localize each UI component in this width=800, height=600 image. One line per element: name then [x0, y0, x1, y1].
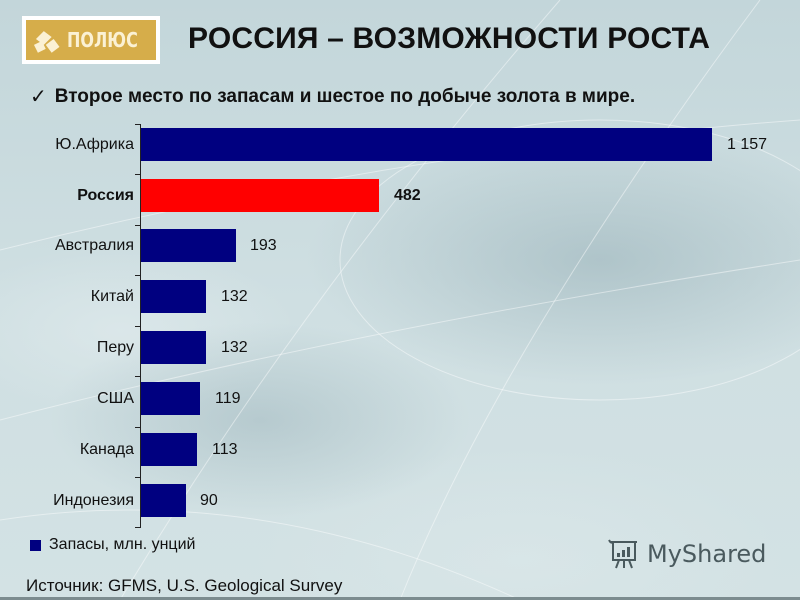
- bar: [141, 229, 236, 262]
- value-label: 119: [215, 390, 241, 407]
- axis-tick: [135, 427, 141, 428]
- axis-tick: [135, 225, 141, 226]
- legend-label: Запасы, млн. унций: [49, 536, 196, 553]
- bar-row-south-africa: Ю.Африка 1 157: [0, 120, 800, 170]
- legend-swatch-icon: [30, 539, 41, 551]
- chart-subtitle: ✓ Второе место по запасам и шестое по до…: [30, 84, 635, 109]
- value-label: 193: [250, 237, 277, 254]
- myshared-watermark: MyShared: [607, 538, 766, 570]
- category-label: Перу: [96, 339, 134, 356]
- value-label: 132: [221, 339, 248, 356]
- bar-row-australia: Австралия 193: [0, 221, 800, 271]
- bar: [141, 128, 712, 161]
- value-label: 482: [394, 187, 421, 204]
- axis-tick: [135, 326, 141, 327]
- axis-tick: [135, 124, 141, 125]
- chart-legend: Запасы, млн. унций: [30, 536, 195, 554]
- category-label: Китай: [90, 288, 134, 305]
- bar-row-peru: Перу 132: [0, 323, 800, 373]
- value-label: 1 157: [727, 136, 768, 153]
- bar-row-usa: США 119: [0, 374, 800, 424]
- checkmark-icon: ✓: [30, 86, 47, 108]
- category-label: Ю.Африка: [55, 136, 134, 153]
- axis-tick: [135, 275, 141, 276]
- logo-text: ПОЛЮС: [67, 28, 139, 52]
- subtitle-text: Второе место по запасам и шестое по добы…: [54, 85, 636, 107]
- bar-row-russia: Россия 482: [0, 171, 800, 221]
- bar-row-canada: Канада 113: [0, 425, 800, 475]
- bar: [141, 382, 200, 415]
- category-label: США: [97, 390, 134, 407]
- polyus-logo: ПОЛЮС: [22, 16, 160, 64]
- axis-tick: [135, 376, 141, 377]
- axis-tick: [135, 527, 141, 528]
- presentation-board-icon: [608, 539, 637, 569]
- category-label: Россия: [77, 187, 134, 204]
- bar-row-indonesia: Индонезия 90: [0, 476, 800, 526]
- axis-tick: [135, 477, 141, 478]
- bar: [141, 433, 197, 466]
- page-title: РОССИЯ – ВОЗМОЖНОСТИ РОСТА: [188, 22, 711, 55]
- axis-tick: [135, 174, 141, 175]
- category-label: Индонезия: [53, 492, 134, 509]
- bar: [141, 331, 206, 364]
- bottom-border: [0, 597, 800, 600]
- value-label: 113: [212, 441, 238, 458]
- gold-bars-logo-icon: [33, 31, 60, 53]
- bar-row-china: Китай 132: [0, 272, 800, 322]
- bar: [141, 484, 186, 517]
- value-label: 90: [200, 492, 218, 509]
- bar-highlight: [141, 179, 379, 212]
- source-note: Источник: GFMS, U.S. Geological Survey: [26, 576, 343, 595]
- category-label: Австралия: [54, 237, 134, 254]
- category-label: Канада: [79, 441, 134, 458]
- watermark-text: MyShared: [647, 540, 767, 568]
- value-label: 132: [221, 288, 248, 305]
- bar: [141, 280, 206, 313]
